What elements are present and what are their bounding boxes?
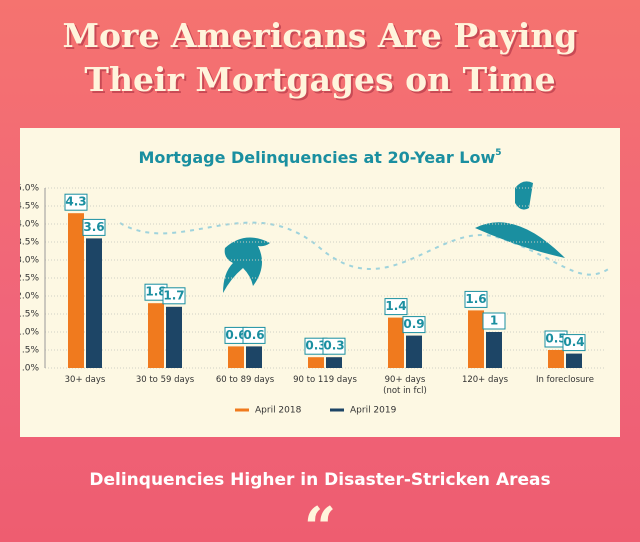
- legend-label: April 2019: [350, 406, 397, 416]
- value-label: 3.6: [83, 220, 104, 234]
- bar: [308, 357, 324, 368]
- value-label: 0.5: [545, 332, 566, 346]
- x-tick-label: 30 to 59 days: [135, 375, 195, 385]
- chart-title: Mortgage Delinquencies at 20-Year Low5: [138, 148, 501, 167]
- bar: [406, 335, 422, 368]
- value-label: 0.3: [305, 339, 326, 353]
- value-label: 1.7: [163, 288, 184, 302]
- y-tick-label: 1.5%: [20, 310, 39, 320]
- headline: More Americans Are Paying Their Mortgage…: [62, 16, 578, 99]
- x-tick-label: In foreclosure: [536, 375, 594, 385]
- x-tick-label: 90+ days (not in fcl): [383, 375, 427, 396]
- x-tick-label: 30+ days: [64, 375, 106, 385]
- value-label: 0.9: [403, 317, 424, 331]
- bar: [166, 306, 182, 368]
- bar: [468, 310, 484, 368]
- value-label: 1.6: [465, 292, 486, 306]
- y-tick-label: 3.0%: [20, 256, 39, 266]
- value-label: 4.3: [65, 195, 86, 209]
- y-tick-label: 2.5%: [20, 274, 39, 284]
- y-tick-label: 4.0%: [20, 220, 39, 230]
- value-label-box: [82, 218, 106, 236]
- bar: [148, 303, 164, 368]
- value-label-box: [482, 312, 506, 330]
- y-tick-label: 2.0%: [20, 292, 39, 302]
- quote-mark: “: [303, 495, 337, 542]
- y-tick-label: 3.5%: [20, 238, 39, 248]
- x-tick-label: 120+ days: [461, 375, 509, 385]
- bar: [566, 353, 582, 368]
- bar: [326, 357, 342, 368]
- value-label-box: [322, 337, 346, 355]
- value-label: 0.6: [243, 328, 264, 342]
- value-label-box: [562, 334, 586, 352]
- chart: Mortgage Delinquencies at 20-Year Low5 .…: [20, 148, 611, 416]
- value-label-box: [242, 326, 266, 344]
- bar: [86, 238, 102, 368]
- bar: [68, 213, 84, 368]
- x-tick-label: 90 to 119 days: [293, 375, 357, 385]
- decor-surfer: [475, 181, 565, 258]
- value-label-box: [464, 290, 488, 308]
- y-tick-label: 5.0%: [20, 184, 39, 194]
- value-label: 0.4: [563, 335, 584, 349]
- value-label-box: [384, 298, 408, 316]
- chart-panel: Mortgage Delinquencies at 20-Year Low5 .…: [20, 128, 620, 437]
- y-tick-label: .5%: [22, 346, 40, 356]
- y-tick-label: .0%: [22, 364, 40, 374]
- value-label-box: [402, 316, 426, 334]
- value-label-box: [64, 193, 88, 211]
- value-label: 1.4: [385, 299, 406, 313]
- value-label: 1.8: [145, 285, 166, 299]
- value-label-box: [162, 287, 186, 305]
- value-label: 0.3: [323, 339, 344, 353]
- bar: [388, 317, 404, 368]
- y-tick-label: 1.0%: [20, 328, 39, 338]
- decor-wave: [119, 221, 611, 276]
- value-label: 0.6: [225, 328, 246, 342]
- decor-dolphin: [223, 237, 270, 293]
- footnote-mark: 5: [495, 148, 501, 158]
- y-tick-label: 4.5%: [20, 202, 39, 212]
- subheading: Delinquencies Higher in Disaster-Stricke…: [89, 470, 551, 490]
- legend-label: April 2018: [255, 406, 302, 416]
- bar: [486, 332, 502, 368]
- chart-title-text: Mortgage Delinquencies at 20-Year Low: [138, 148, 495, 167]
- bar: [548, 350, 564, 368]
- bar: [228, 346, 244, 368]
- bar: [246, 346, 262, 368]
- x-tick-label: 60 to 89 days: [215, 375, 275, 385]
- value-label: 1: [490, 314, 498, 328]
